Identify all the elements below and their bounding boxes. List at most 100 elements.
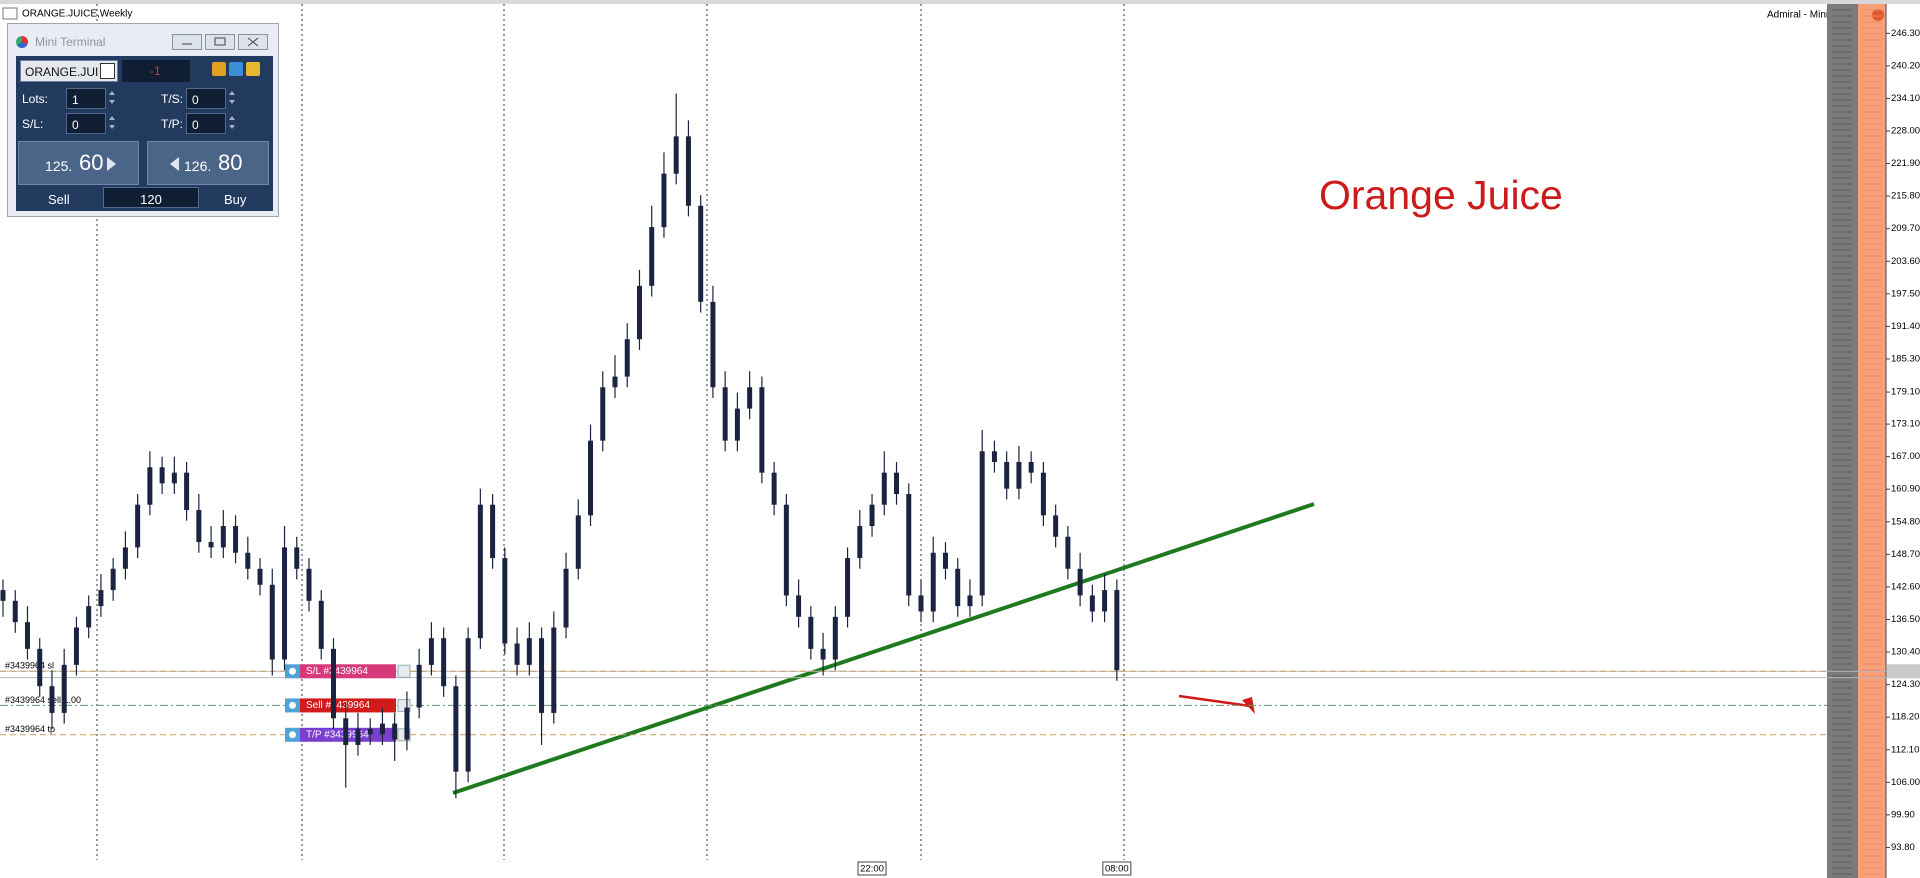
candle-body <box>122 547 128 569</box>
position-box: -1 <box>122 60 190 82</box>
y-tick-label: 112.10 <box>1891 744 1919 755</box>
candle-body <box>747 387 753 409</box>
y-tick-label: 197.50 <box>1891 288 1920 299</box>
candle-body <box>1053 515 1059 537</box>
lots-label: Lots: <box>22 92 49 106</box>
window-buttons <box>172 34 268 50</box>
candle-body <box>1016 461 1022 489</box>
level-label: #3439964 sell 1.00 <box>5 695 81 705</box>
tp-spinner[interactable] <box>228 113 236 132</box>
y-tick-label: 130.40 <box>1891 647 1920 658</box>
candle-body <box>294 547 300 569</box>
buy-label: Buy <box>224 192 247 207</box>
level-tag-label: Sell #3439964 <box>306 700 370 711</box>
candle-body <box>857 526 863 559</box>
candle-body <box>1004 461 1010 489</box>
icon-button[interactable] <box>212 62 226 76</box>
candle-body <box>710 301 716 388</box>
candle-body <box>881 472 887 505</box>
candle-body <box>49 686 55 713</box>
candle-body <box>318 600 324 649</box>
level-tag-label: T/P #3439964 <box>306 729 369 740</box>
y-tick-label: 173.10 <box>1891 419 1920 430</box>
lots-field[interactable]: 1 <box>66 88 106 109</box>
ts-field[interactable]: 0 <box>186 88 226 109</box>
candle-body <box>37 648 43 687</box>
y-tick-label: 142.60 <box>1891 581 1920 592</box>
y-tick-label: 209.70 <box>1891 223 1920 234</box>
y-tick-label: 228.00 <box>1891 126 1920 137</box>
candle-body <box>12 600 18 623</box>
y-tick-label: 160.90 <box>1891 484 1920 495</box>
candle-body <box>636 285 642 340</box>
candle-body <box>147 467 153 505</box>
y-tick-label: 148.70 <box>1891 549 1920 560</box>
terminal-body: ORANGE.JUI -1 Lots: 1 T/S: 0 S/L: 0 T/P:… <box>16 56 273 211</box>
buy-price-small: 126. <box>184 158 212 174</box>
candle-body <box>208 542 214 548</box>
candle-body <box>759 387 765 473</box>
candle-body <box>685 136 691 206</box>
candle-body <box>673 136 679 174</box>
restore-button[interactable] <box>205 34 235 50</box>
dropdown-button[interactable] <box>100 63 115 79</box>
tp-label: T/P: <box>161 117 184 131</box>
candle-body <box>783 504 789 596</box>
candle-body <box>845 558 851 617</box>
candle-body <box>1040 472 1046 516</box>
minimize-button[interactable] <box>172 34 202 50</box>
candle-body <box>1065 536 1071 569</box>
level-tag <box>300 698 396 713</box>
y-tick-label: 154.80 <box>1891 516 1920 527</box>
sell-button[interactable]: 125. 60 <box>18 141 139 185</box>
candle-body <box>245 552 251 569</box>
tp-field[interactable]: 0 <box>186 113 226 134</box>
sl-label: S/L: <box>22 117 44 131</box>
lots-spinner[interactable] <box>108 88 116 107</box>
candle-body <box>588 440 594 516</box>
window-title: ORANGE.JUICE,Weekly <box>22 9 132 20</box>
time-label-box <box>857 861 887 876</box>
top-border <box>0 0 1920 4</box>
candle-body <box>930 552 936 612</box>
settings-button[interactable] <box>229 62 243 76</box>
expand-button[interactable] <box>246 62 260 76</box>
y-tick-label: 179.10 <box>1891 387 1920 398</box>
annotation: Orange Juice <box>1319 172 1563 218</box>
candle-body <box>477 504 483 639</box>
y-tick-label: 106.00 <box>1891 777 1920 788</box>
y-tick-label: 93.80 <box>1891 842 1915 853</box>
symbol-select[interactable]: ORANGE.JUI <box>20 60 118 82</box>
candle-body <box>73 627 79 665</box>
candle-body <box>967 595 973 607</box>
ts-spinner[interactable] <box>228 88 236 107</box>
sl-spinner[interactable] <box>108 113 116 132</box>
candle-body <box>379 723 385 735</box>
candle-body <box>453 686 459 772</box>
candle-body <box>220 526 226 548</box>
candle-body <box>624 339 630 377</box>
level-tag-end <box>397 664 411 678</box>
trendline <box>452 502 1315 795</box>
candle-body <box>820 648 826 660</box>
candle-body <box>906 494 912 596</box>
candle-body <box>894 472 900 495</box>
side-band-orange <box>1858 4 1886 878</box>
arrow-shaft <box>1178 694 1251 708</box>
window-icon <box>2 7 18 20</box>
buy-button[interactable]: 126. 80 <box>147 141 269 185</box>
candle-body <box>490 504 496 559</box>
candle-body <box>404 707 410 740</box>
spread-field[interactable]: 120 <box>103 187 199 208</box>
candle-body <box>171 472 177 484</box>
candle-body <box>233 526 239 553</box>
x-tick-label: 22:00 <box>860 864 884 875</box>
sl-field[interactable]: 0 <box>66 113 106 134</box>
candle-body <box>955 568 961 607</box>
candle-body <box>979 451 985 596</box>
candle-body <box>1089 595 1095 612</box>
level-label: #3439964 tp <box>5 724 55 734</box>
candle-body <box>24 622 30 649</box>
buy-arrow <box>170 157 179 171</box>
